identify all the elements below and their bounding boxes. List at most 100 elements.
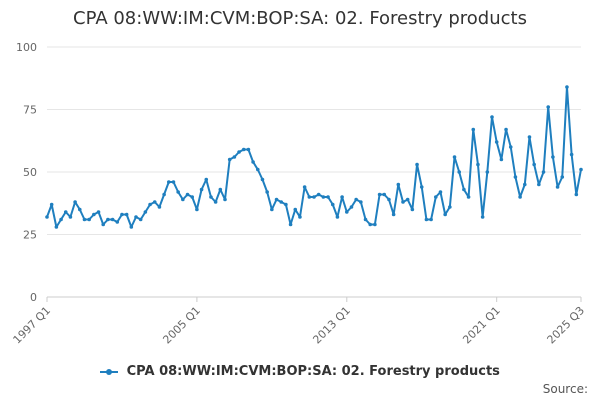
data-point bbox=[124, 212, 129, 217]
data-point bbox=[45, 215, 49, 219]
y-tick-label: 50 bbox=[23, 166, 37, 179]
data-point bbox=[284, 202, 288, 207]
y-tick-label: 100 bbox=[16, 41, 37, 54]
data-point bbox=[508, 145, 513, 149]
data-point bbox=[134, 215, 138, 219]
data-point bbox=[438, 190, 443, 194]
data-point bbox=[223, 197, 227, 202]
data-point bbox=[152, 200, 157, 204]
data-point bbox=[251, 160, 255, 164]
data-point bbox=[241, 147, 246, 152]
data-point bbox=[68, 215, 73, 219]
data-point bbox=[504, 127, 508, 132]
data-point bbox=[255, 167, 260, 172]
data-point bbox=[532, 162, 536, 167]
data-point bbox=[129, 225, 134, 229]
data-point bbox=[148, 202, 152, 207]
data-point bbox=[195, 207, 199, 212]
data-point bbox=[288, 222, 293, 227]
data-point bbox=[54, 225, 59, 229]
data-point bbox=[213, 200, 218, 204]
data-point bbox=[110, 217, 115, 222]
data-point bbox=[368, 222, 373, 227]
data-point bbox=[49, 202, 54, 207]
data-point bbox=[405, 197, 410, 202]
data-point bbox=[227, 157, 232, 162]
x-tick-label: 2025 Q3 bbox=[545, 304, 588, 347]
data-point bbox=[546, 105, 551, 109]
data-point bbox=[373, 222, 377, 227]
data-point bbox=[391, 212, 396, 217]
data-point bbox=[537, 182, 541, 187]
data-point bbox=[569, 152, 574, 157]
data-point bbox=[293, 207, 298, 212]
data-point bbox=[120, 212, 124, 217]
data-point bbox=[452, 155, 457, 159]
data-point bbox=[157, 205, 162, 209]
data-point bbox=[274, 197, 279, 202]
data-point bbox=[326, 195, 330, 199]
data-point bbox=[429, 217, 433, 222]
data-point bbox=[138, 217, 143, 222]
data-point bbox=[401, 200, 405, 204]
data-point bbox=[166, 180, 171, 184]
data-point bbox=[316, 192, 321, 197]
y-tick-label: 75 bbox=[23, 104, 37, 117]
data-point bbox=[363, 217, 368, 222]
data-point bbox=[466, 195, 471, 199]
data-point bbox=[565, 85, 569, 89]
grid-lines bbox=[47, 46, 581, 298]
x-tick-label: 1997 Q1 bbox=[11, 304, 54, 347]
data-point bbox=[185, 192, 190, 197]
data-point bbox=[77, 207, 82, 212]
data-point bbox=[457, 170, 462, 174]
data-point bbox=[279, 200, 284, 204]
legend-label: CPA 08:WW:IM:CVM:BOP:SA: 02. Forestry pr… bbox=[126, 364, 500, 379]
data-point bbox=[377, 192, 382, 197]
y-tick-label: 0 bbox=[30, 291, 37, 304]
data-point bbox=[522, 182, 527, 187]
data-point bbox=[344, 210, 349, 214]
data-point bbox=[579, 167, 583, 172]
x-tick-label: 2021 Q1 bbox=[460, 304, 503, 347]
data-point bbox=[485, 170, 490, 174]
data-point bbox=[480, 215, 485, 219]
data-point bbox=[471, 127, 476, 132]
data-point bbox=[63, 210, 68, 214]
data-point bbox=[265, 190, 269, 194]
data-point bbox=[82, 217, 87, 222]
legend-marker-icon bbox=[100, 367, 119, 377]
legend[interactable]: CPA 08:WW:IM:CVM:BOP:SA: 02. Forestry pr… bbox=[0, 364, 600, 379]
data-point bbox=[204, 177, 209, 182]
data-point bbox=[232, 155, 237, 159]
data-point bbox=[560, 175, 565, 179]
data-point bbox=[494, 140, 499, 144]
data-point bbox=[448, 205, 452, 209]
data-point bbox=[555, 185, 560, 189]
data-point bbox=[490, 115, 494, 119]
data-point bbox=[527, 135, 532, 139]
x-tick-label: 2005 Q1 bbox=[160, 304, 203, 347]
data-point bbox=[513, 175, 518, 179]
data-point bbox=[312, 195, 316, 199]
data-point bbox=[92, 212, 96, 217]
series-line bbox=[46, 86, 582, 228]
data-point bbox=[476, 162, 480, 167]
data-point bbox=[106, 217, 110, 222]
data-point bbox=[574, 192, 579, 197]
data-point bbox=[340, 195, 344, 199]
data-point bbox=[260, 177, 265, 182]
data-point bbox=[387, 197, 391, 202]
data-point bbox=[443, 212, 447, 217]
data-point bbox=[359, 200, 363, 204]
data-point bbox=[396, 182, 401, 187]
data-point bbox=[176, 190, 180, 194]
data-point bbox=[87, 217, 91, 222]
data-point bbox=[237, 150, 241, 154]
data-point bbox=[382, 192, 387, 197]
data-point bbox=[424, 217, 429, 222]
data-point bbox=[518, 195, 522, 199]
data-point bbox=[307, 195, 312, 199]
data-point bbox=[335, 215, 340, 219]
